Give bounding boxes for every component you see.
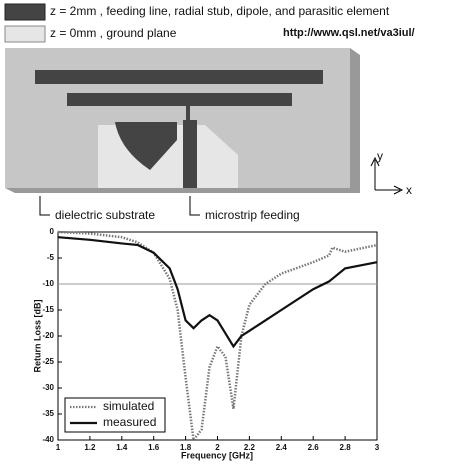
x-axis-label: Frequency [GHz] — [181, 450, 253, 460]
legend-label: simulated — [103, 399, 154, 413]
callout: microstrip feeding — [205, 208, 300, 222]
y-axis-label: Return Loss [dB] — [32, 299, 42, 372]
y-tick-label: -5 — [47, 253, 55, 262]
axes-icon — [370, 156, 404, 195]
feed-gap-line — [186, 93, 190, 123]
legend-text: z = 0mm , ground plane — [50, 26, 177, 40]
x-tick-label: 1.2 — [84, 443, 96, 452]
x-tick-label: 2 — [215, 443, 220, 452]
radial-stub — [115, 122, 177, 170]
y-tick-label: -35 — [42, 409, 54, 418]
swatch-ground — [4, 25, 46, 43]
y-tick-label: -10 — [42, 279, 54, 288]
y-tick-label: -30 — [42, 383, 54, 392]
url: http://www.qsl.net/va3iul/ — [283, 27, 415, 39]
x-tick-label: 2.2 — [244, 443, 256, 452]
x-tick-label: 2.6 — [308, 443, 320, 452]
y-tick-label: -20 — [42, 331, 54, 340]
dipole — [35, 70, 323, 84]
callout-line — [39, 196, 200, 216]
callout: dielectric substrate — [55, 208, 155, 222]
y-tick-label: -15 — [42, 305, 54, 314]
axis-icon-label: y — [377, 149, 383, 163]
y-tick-label: -25 — [42, 357, 54, 366]
parasitic-element — [67, 93, 292, 106]
x-tick-label: 2.8 — [340, 443, 352, 452]
x-tick-label: 1 — [56, 443, 61, 452]
x-tick-label: 1.6 — [148, 443, 160, 452]
legend-box — [64, 397, 166, 433]
legend-text: z = 2mm , feeding line, radial stub, dip… — [50, 4, 390, 18]
microstrip — [183, 120, 197, 188]
series-line — [57, 236, 378, 349]
x-tick-label: 3 — [375, 443, 380, 452]
y-tick-label: 0 — [50, 227, 55, 236]
x-tick-label: 1.8 — [180, 443, 192, 452]
swatch-top-layer — [4, 3, 46, 21]
y-tick-label: -40 — [42, 435, 54, 444]
axis-icon-label: x — [406, 183, 412, 197]
legend-label: measured — [103, 415, 156, 429]
x-tick-label: 2.4 — [276, 443, 288, 452]
x-tick-label: 1.4 — [116, 443, 128, 452]
